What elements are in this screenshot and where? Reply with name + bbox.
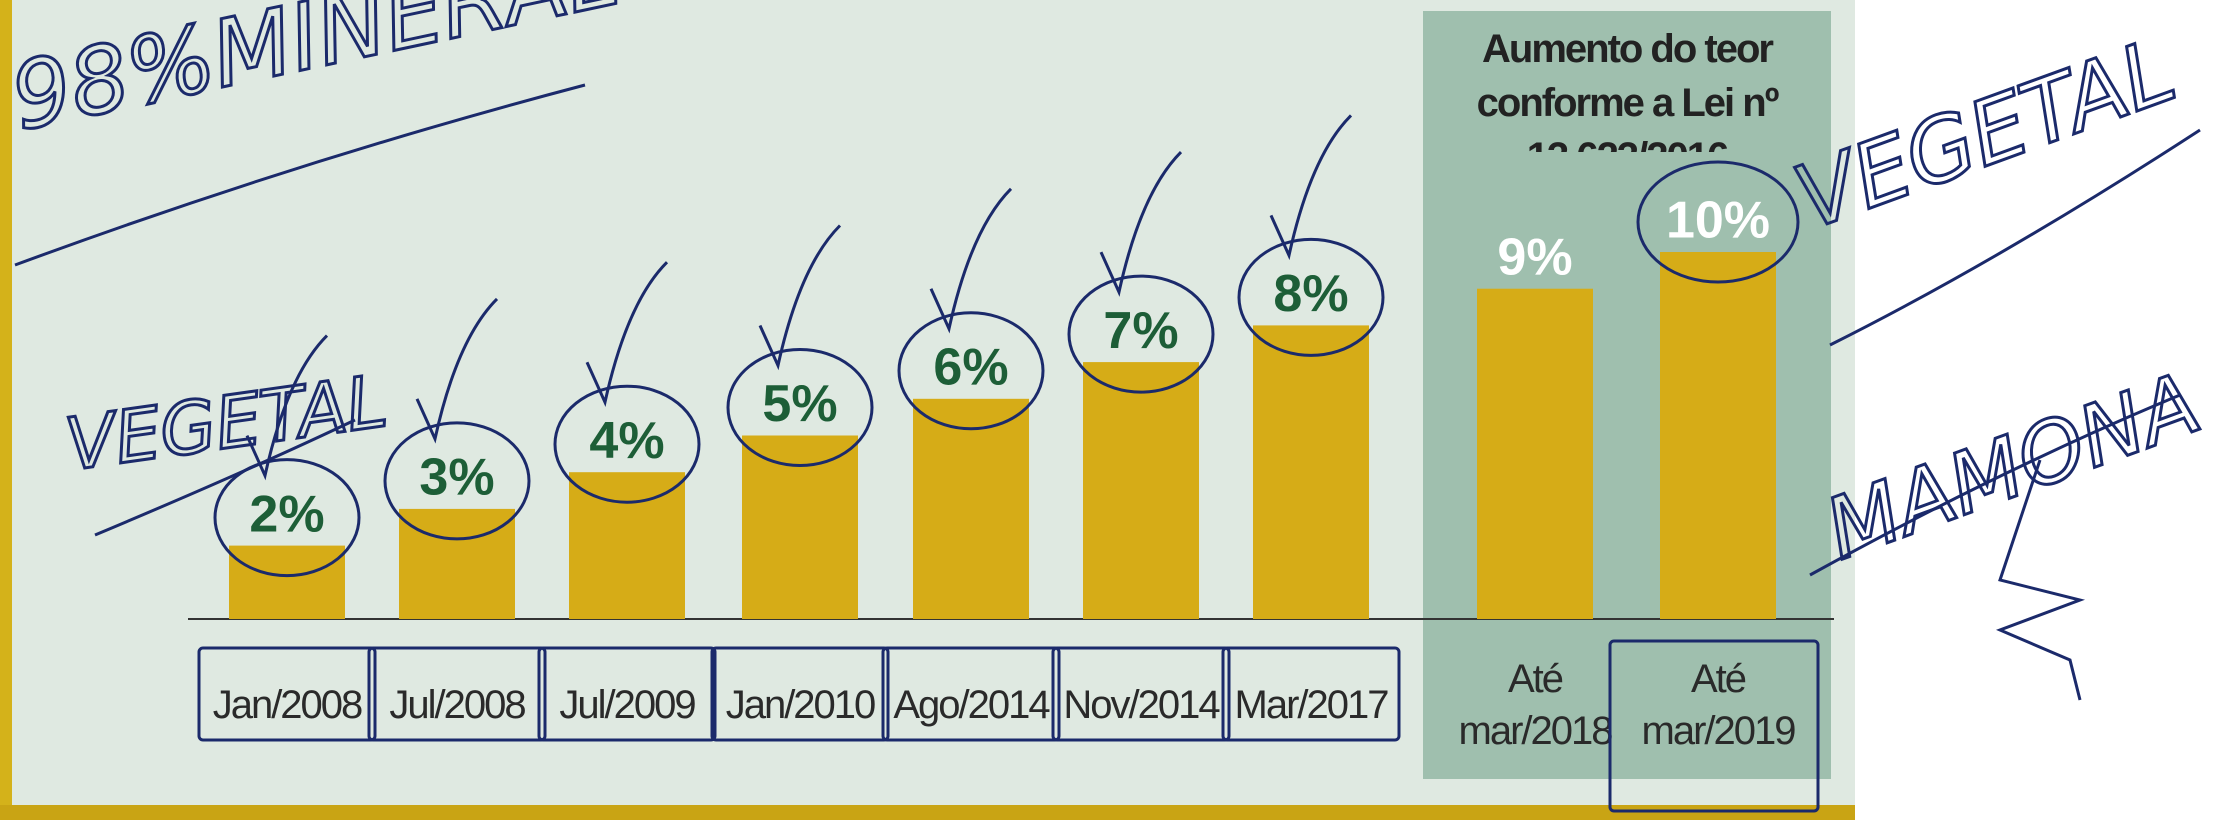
- x-tick-label: Ago/2014: [893, 683, 1050, 727]
- hand-box: [1608, 639, 1820, 813]
- x-label-box: Jan/2010: [725, 683, 877, 727]
- bar: [1477, 288, 1593, 619]
- value-label: 9%: [1497, 228, 1572, 286]
- hand-check: [1099, 151, 1183, 297]
- x-label-box: Até mar/2018: [1458, 657, 1614, 753]
- hand-underline: [1809, 393, 2181, 577]
- value-label: 3%: [419, 449, 494, 507]
- hand-check: [1269, 114, 1353, 261]
- value-label: 7%: [1103, 302, 1178, 360]
- value-label: 10%: [1666, 192, 1770, 250]
- hand-check: [758, 224, 842, 371]
- hand-box: [197, 646, 377, 742]
- value-label: 2%: [249, 485, 324, 543]
- bar: [229, 545, 345, 619]
- hand-check: [585, 261, 669, 407]
- x-label-box: Jul/2009: [559, 683, 696, 727]
- x-label-box: Até mar/2019: [1641, 657, 1797, 753]
- hand-box: [537, 646, 717, 742]
- bar: [569, 472, 685, 619]
- hand-circle: [1237, 237, 1385, 357]
- value-label: 8%: [1273, 265, 1348, 323]
- x-label-box: Jul/2008: [389, 683, 526, 727]
- x-tick-label: Mar/2017: [1234, 683, 1390, 727]
- hand-check: [929, 187, 1013, 334]
- x-label-box: Nov/2014: [1063, 683, 1220, 727]
- panel-title: Aumento do teor conforme a Lei nº 13.623…: [1476, 27, 1780, 152]
- hand-box: [367, 646, 547, 742]
- hand-circle: [897, 311, 1045, 431]
- hand-check: [415, 297, 499, 444]
- x-tick-label: Jul/2008: [389, 683, 526, 727]
- x-tick-label: Até mar/2019: [1641, 657, 1797, 753]
- x-label-box: Jan/2008: [212, 683, 364, 727]
- hand-box: [1051, 646, 1231, 742]
- left-strip: [0, 0, 12, 820]
- x-tick-label: Nov/2014: [1063, 683, 1220, 727]
- hand-box: [881, 646, 1061, 742]
- hand-circle: [553, 384, 701, 504]
- x-tick-label: Até mar/2018: [1458, 657, 1614, 753]
- x-tick-label: Jul/2009: [559, 683, 696, 727]
- bar: [742, 435, 858, 619]
- hand-box: [710, 646, 890, 742]
- bar: [913, 398, 1029, 619]
- panel-title-box: Aumento do teor conforme a Lei nº 13.623…: [1476, 27, 1780, 152]
- hand-circle: [213, 458, 361, 578]
- hand-circle: [726, 348, 874, 467]
- hand-circle: [383, 421, 531, 541]
- x-tick-label: Jan/2010: [725, 683, 877, 727]
- hand-underline: [94, 418, 356, 537]
- bottom-strip: [0, 805, 1855, 820]
- hand-box: [1221, 646, 1401, 742]
- hand-underline: [14, 83, 586, 267]
- value-label: 5%: [762, 375, 837, 433]
- hand-underline: [1829, 128, 2201, 347]
- bar: [1660, 252, 1776, 619]
- hand-check: [245, 334, 329, 481]
- hand-squiggle: [1995, 459, 2086, 701]
- x-label-box: Ago/2014: [893, 683, 1050, 727]
- x-label-box: Mar/2017: [1234, 683, 1390, 727]
- hand-circle: [1067, 274, 1215, 394]
- value-label: 4%: [589, 412, 664, 470]
- bar: [1083, 362, 1199, 619]
- bar: [1253, 325, 1369, 619]
- value-label: 6%: [933, 339, 1008, 397]
- x-tick-label: Jan/2008: [212, 683, 364, 727]
- bar: [399, 508, 515, 619]
- hand-circle: [1636, 160, 1800, 284]
